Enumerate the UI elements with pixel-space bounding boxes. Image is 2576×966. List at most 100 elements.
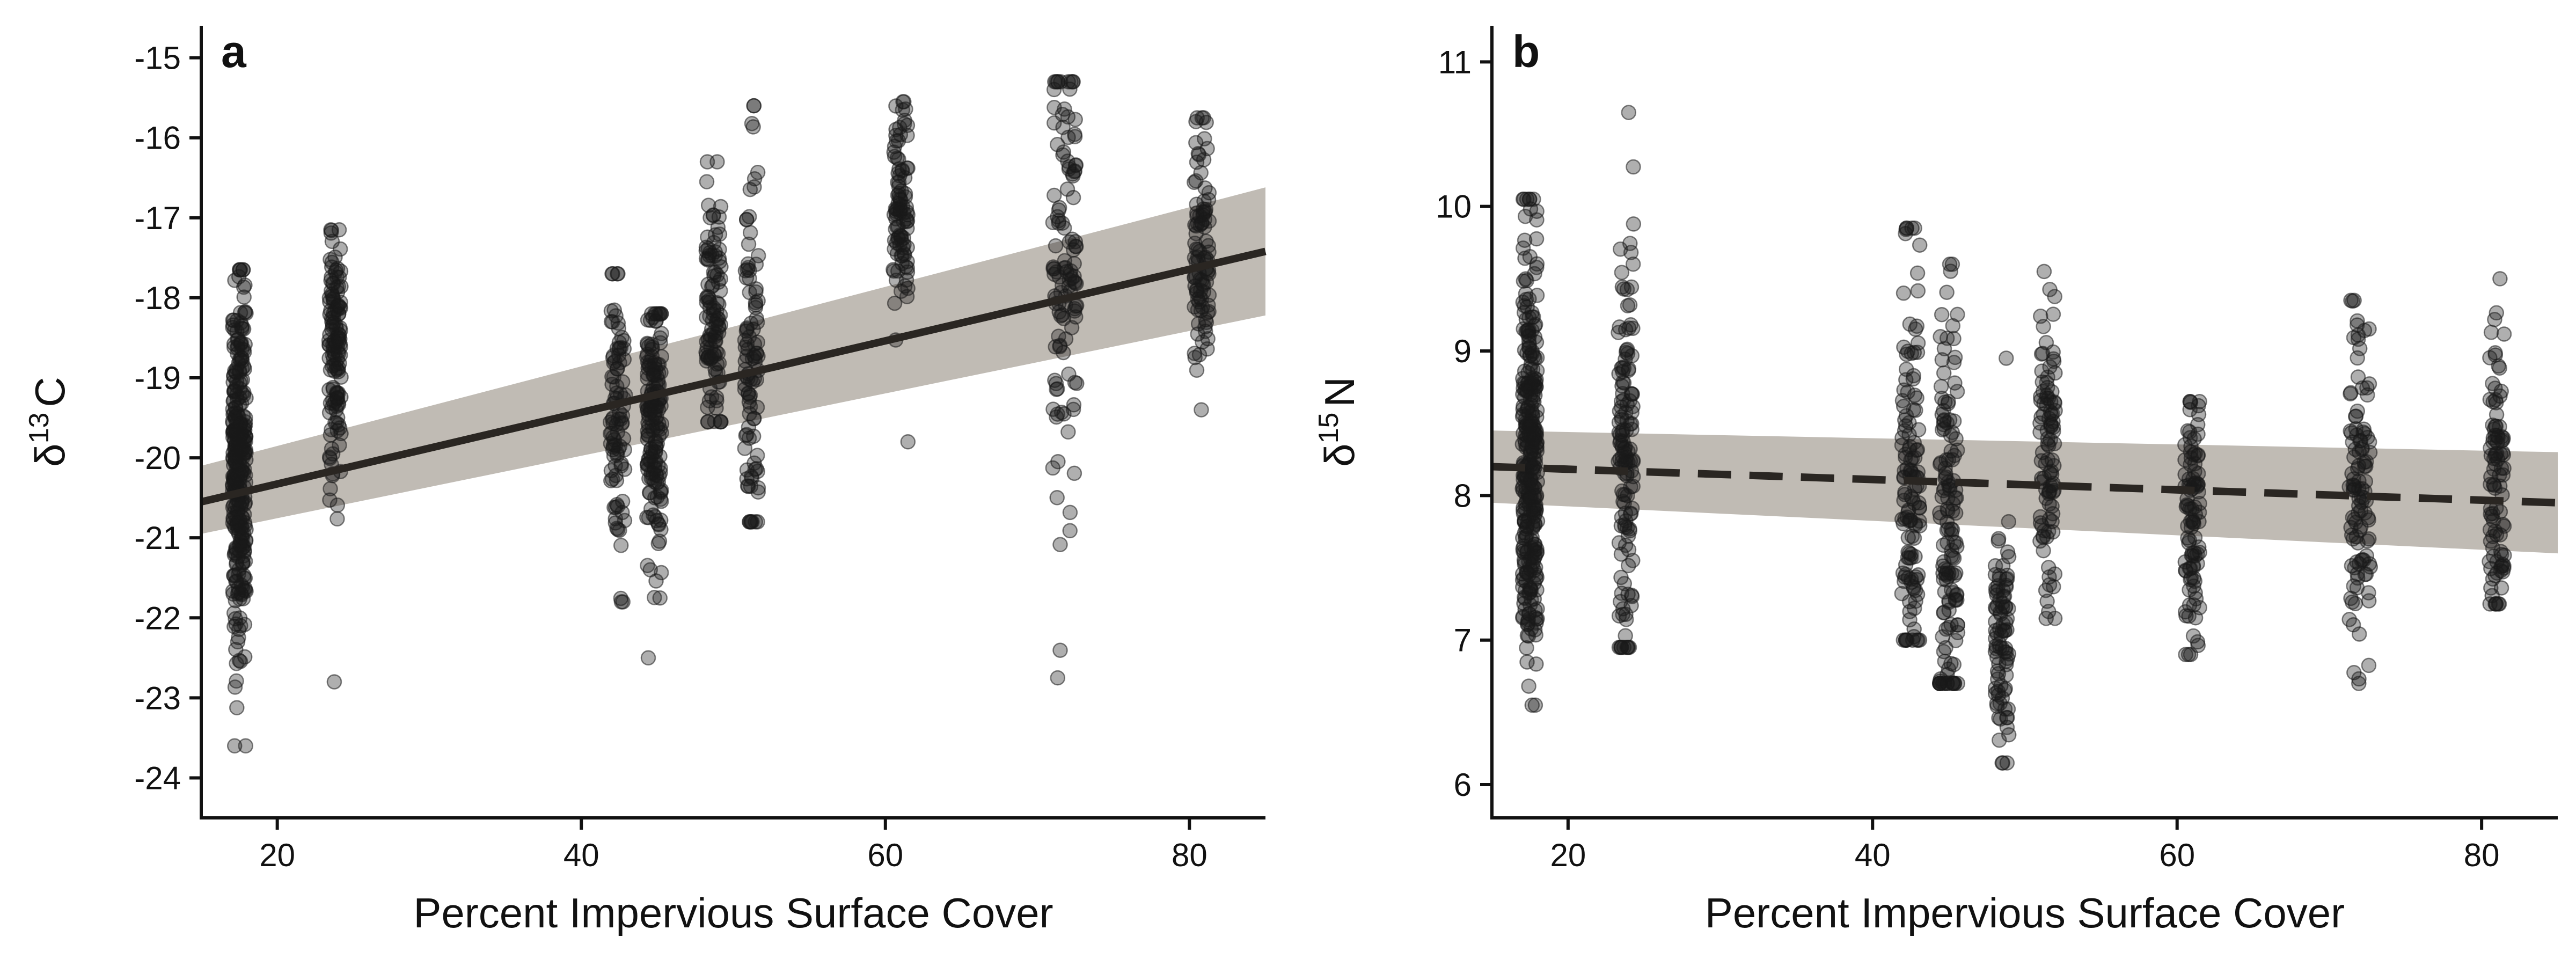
scatter-point-group-8 bbox=[1061, 159, 1077, 174]
scatter-point-group-4 bbox=[654, 482, 669, 498]
scatter-point-group-4 bbox=[649, 409, 664, 425]
scatter-point-group-4 bbox=[1944, 543, 1959, 558]
scatter-point-group-5 bbox=[700, 414, 716, 430]
scatter-point-group-8 bbox=[1055, 215, 1070, 231]
scatter-point-group-5 bbox=[711, 250, 727, 266]
scatter-point-group-7 bbox=[2187, 585, 2203, 601]
scatter-point-group-1 bbox=[1529, 513, 1546, 529]
scatter-point-group-5 bbox=[1987, 558, 2003, 574]
scatter-point-group-3 bbox=[1910, 283, 1926, 299]
scatter-point-group-8 bbox=[1056, 345, 1071, 361]
y-tick-label: -16 bbox=[134, 120, 181, 156]
scatter-point-group-5 bbox=[713, 271, 728, 287]
x-axis-title: Percent Impervious Surface Cover bbox=[413, 889, 1053, 936]
scatter-point-group-1 bbox=[1521, 678, 1536, 694]
scatter-point-group-2 bbox=[325, 392, 341, 408]
scatter-point-group-7 bbox=[2192, 545, 2207, 560]
scatter-point-group-1 bbox=[230, 346, 245, 362]
scatter-point-group-2 bbox=[332, 241, 348, 257]
scatter-point-group-9 bbox=[2496, 326, 2512, 342]
scatter-point-group-3 bbox=[603, 303, 619, 319]
scatter-point-group-4 bbox=[1936, 341, 1952, 356]
scatter-point-group-1 bbox=[234, 525, 250, 541]
scatter-point-group-4 bbox=[648, 433, 663, 449]
scatter-point-group-5 bbox=[1999, 350, 2014, 366]
scatter-point-group-3 bbox=[1907, 387, 1923, 403]
scatter-point-group-7 bbox=[899, 239, 915, 255]
panel-label: a bbox=[221, 26, 247, 77]
scatter-point-group-1 bbox=[238, 738, 253, 754]
panel-a-chart: 20 40 60 80 -24 -23 -22 -21 -20 -19 -18 -17 -16 -15 Pe… bbox=[24, 26, 1267, 936]
scatter-point-group-8 bbox=[2350, 331, 2366, 347]
scatter-point-group-1 bbox=[229, 378, 245, 394]
scatter-point-group-6 bbox=[742, 389, 758, 405]
scatter-point-group-3 bbox=[610, 361, 625, 377]
scatter-point-group-6 bbox=[2047, 365, 2063, 381]
scatter-point-group-7 bbox=[891, 151, 906, 167]
scatter-point-group-3 bbox=[1894, 437, 1910, 453]
scatter-point-group-1 bbox=[1522, 559, 1538, 575]
scatter-point-group-7 bbox=[2182, 560, 2198, 576]
scatter-point-group-2 bbox=[331, 330, 347, 346]
scatter-point-group-3 bbox=[1909, 265, 1926, 281]
scatter-point-group-2 bbox=[326, 674, 342, 690]
scatter-point-group-1 bbox=[1518, 291, 1534, 308]
scatter-point-group-2 bbox=[323, 481, 338, 496]
scatter-point-group-8 bbox=[1067, 301, 1082, 317]
scatter-point-group-3 bbox=[615, 594, 631, 610]
scatter-point-group-2 bbox=[330, 497, 346, 513]
scatter-point-group-8 bbox=[1056, 406, 1072, 422]
scatter-point-group-8 bbox=[1049, 490, 1065, 506]
scatter-point-group-6 bbox=[748, 284, 764, 300]
scatter-point-group-8 bbox=[1067, 127, 1082, 142]
scatter-point-group-3 bbox=[1907, 548, 1923, 565]
scatter-point-group-3 bbox=[613, 411, 628, 427]
scatter-point-group-2 bbox=[331, 417, 347, 433]
scatter-point-group-7 bbox=[887, 295, 903, 311]
y-tick-label: 7 bbox=[1454, 623, 1472, 658]
scatter-point-group-4 bbox=[643, 448, 660, 464]
scatter-point-group-3 bbox=[613, 538, 629, 553]
scatter-point-group-8 bbox=[2354, 380, 2370, 396]
scatter-point-group-4 bbox=[1933, 378, 1949, 394]
scatter-point-group-5 bbox=[1995, 755, 2011, 771]
scatter-point-group-5 bbox=[1989, 696, 2004, 712]
scatter-point-group-5 bbox=[1992, 636, 2007, 652]
scatter-point-group-3 bbox=[614, 493, 631, 509]
scatter-point-group-2 bbox=[324, 233, 340, 250]
scatter-point-group-8 bbox=[1048, 376, 1064, 391]
scatter-point-group-1 bbox=[232, 610, 248, 626]
scatter-point-group-2 bbox=[1622, 236, 1638, 251]
scatter-point-group-6 bbox=[740, 260, 756, 276]
scatter-point-group-7 bbox=[2185, 628, 2201, 644]
scatter-point-group-9 bbox=[1187, 346, 1202, 361]
scatter-point-group-3 bbox=[605, 266, 620, 282]
scatter-point-group-9 bbox=[1198, 312, 1213, 327]
scatter-point-group-4 bbox=[1946, 355, 1962, 370]
scatter-point-group-6 bbox=[748, 257, 764, 272]
scatter-point-group-9 bbox=[1187, 250, 1203, 266]
scatter-point-group-5 bbox=[700, 197, 716, 213]
scatter-point-group-4 bbox=[651, 517, 667, 533]
scatter-point-group-7 bbox=[899, 260, 915, 276]
scatter-point-group-2 bbox=[332, 347, 348, 363]
scatter-point-group-1 bbox=[1519, 627, 1535, 643]
scatter-point-group-3 bbox=[1906, 530, 1922, 546]
scatter-point-group-8 bbox=[1052, 642, 1068, 658]
scatter-point-group-4 bbox=[640, 650, 656, 666]
scatter-point-group-9 bbox=[1187, 299, 1202, 315]
scatter-point-group-9 bbox=[1194, 402, 1209, 418]
scatter-point-group-4 bbox=[647, 306, 663, 321]
scatter-point-group-8 bbox=[2347, 596, 2363, 612]
scatter-point-group-8 bbox=[1066, 256, 1082, 272]
scatter-point-group-2 bbox=[1619, 413, 1635, 429]
scatter-point-group-9 bbox=[2495, 564, 2511, 580]
scatter-point-group-2 bbox=[1624, 589, 1640, 604]
scatter-point-group-7 bbox=[888, 98, 904, 114]
scatter-point-group-1 bbox=[226, 392, 241, 408]
scatter-point-group-7 bbox=[900, 434, 916, 450]
scatter-point-group-8 bbox=[1066, 465, 1082, 481]
scatter-point-group-3 bbox=[612, 522, 627, 538]
scatter-point-group-7 bbox=[2182, 424, 2198, 440]
scatter-point-group-7 bbox=[886, 263, 902, 279]
